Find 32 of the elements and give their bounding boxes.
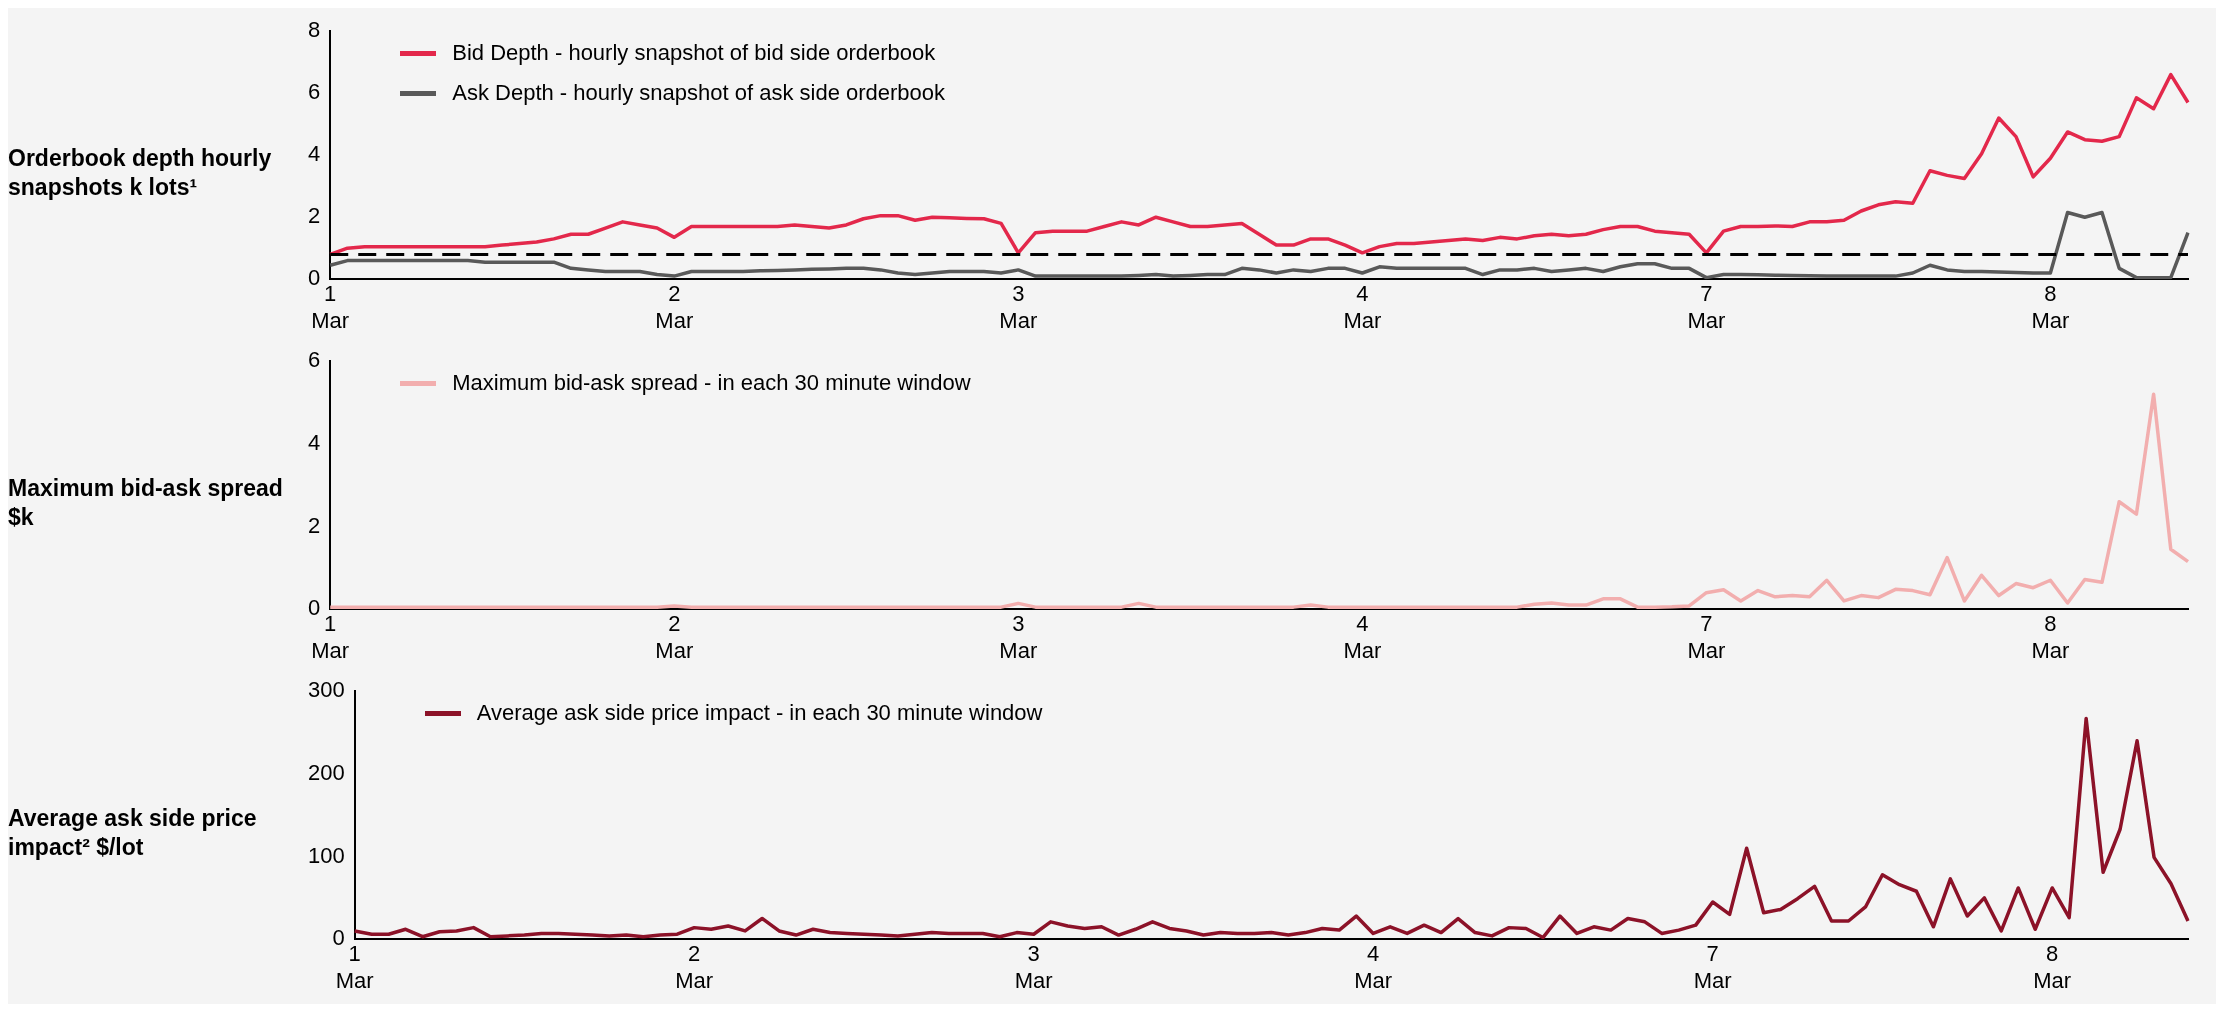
x-tick-label: 7 Mar (1687, 281, 1726, 333)
y-tick-label: 2 (307, 512, 321, 538)
x-tick-label: 4 Mar (1343, 611, 1382, 663)
y-axis-title: Orderbook depth hourly snapshots k lots¹ (8, 144, 273, 202)
y-axis-title: Average ask side price impact² $/lot (8, 804, 258, 862)
legend-label: Maximum bid-ask spread - in each 30 minute window (452, 370, 971, 397)
x-tick-label: 7 Mar (1693, 941, 1732, 993)
legend-label: Average ask side price impact - in each 30 minute window (476, 700, 1043, 727)
x-tick-label: 3 Mar (999, 281, 1038, 333)
y-tick-label: 2 (307, 203, 321, 229)
x-tick-label: 4 Mar (1354, 941, 1393, 993)
x-tick-label: 4 Mar (1343, 281, 1382, 333)
legend-label: Bid Depth - hourly snapshot of bid side orderbook (452, 40, 936, 67)
x-tick-label: 2 Mar (675, 941, 714, 993)
x-tick-label: 8 Mar (2033, 941, 2072, 993)
y-tick-label: 4 (307, 141, 321, 167)
y-tick-label: 6 (307, 79, 321, 105)
x-tick-label: 2 Mar (655, 611, 694, 663)
x-tick-label: 8 Mar (2031, 611, 2070, 663)
x-tick-label: 7 Mar (1687, 611, 1726, 663)
x-tick-label: 3 Mar (1014, 941, 1053, 993)
y-tick-label: 100 (307, 842, 345, 868)
y-tick-label: 8 (307, 17, 321, 43)
legend-label: Ask Depth - hourly snapshot of ask side orderbook (452, 80, 946, 107)
y-tick-label: 300 (307, 677, 345, 703)
y-tick-label: 4 (307, 429, 321, 455)
y-tick-label: 6 (307, 347, 321, 373)
y-tick-label: 200 (307, 759, 345, 785)
x-tick-label: 3 Mar (999, 611, 1038, 663)
x-tick-label: 2 Mar (655, 281, 694, 333)
x-tick-label: 8 Mar (2031, 281, 2070, 333)
y-axis-title: Maximum bid-ask spread $k (8, 474, 284, 532)
